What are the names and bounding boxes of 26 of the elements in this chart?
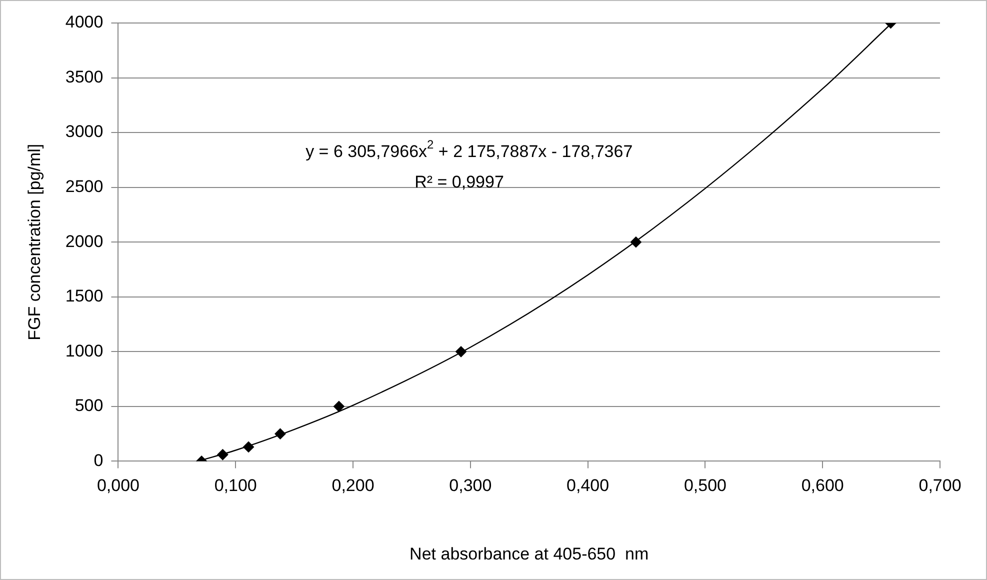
- point: [217, 449, 228, 460]
- x-tick-label: 0,700: [918, 476, 962, 496]
- y-tick-label: 3000: [65, 122, 104, 142]
- y-tick-label: 0: [94, 450, 104, 470]
- x-tick-label: 0,100: [214, 476, 257, 496]
- y-tick-label: 2500: [65, 177, 104, 196]
- x-tick-label: 0,300: [449, 476, 492, 496]
- y-tick-label: 4000: [65, 12, 104, 32]
- y-tick-label: 3500: [65, 67, 104, 86]
- x-tick-label: 0,400: [566, 476, 610, 496]
- x-tick-label: 0,000: [96, 476, 140, 496]
- point: [333, 400, 344, 412]
- y-tick-label: 1000: [65, 341, 104, 360]
- x-tick-label: 0,600: [801, 476, 844, 496]
- point: [274, 428, 286, 440]
- y-axis-title: FGF concentration [pg/ml]: [24, 144, 44, 340]
- point: [456, 346, 467, 358]
- y-tick-label: 1500: [65, 286, 104, 306]
- point: [630, 236, 642, 248]
- point: [243, 441, 254, 452]
- y-tick-label: 500: [74, 396, 104, 416]
- x-axis-title: Net absorbance at 405-650 nm: [410, 544, 649, 564]
- annotation: R² = 0,9997: [414, 172, 504, 192]
- x-tick-label: 0,200: [332, 476, 374, 496]
- y-tick-label: 2000: [65, 232, 104, 251]
- x-tick-label: 0,500: [684, 476, 726, 496]
